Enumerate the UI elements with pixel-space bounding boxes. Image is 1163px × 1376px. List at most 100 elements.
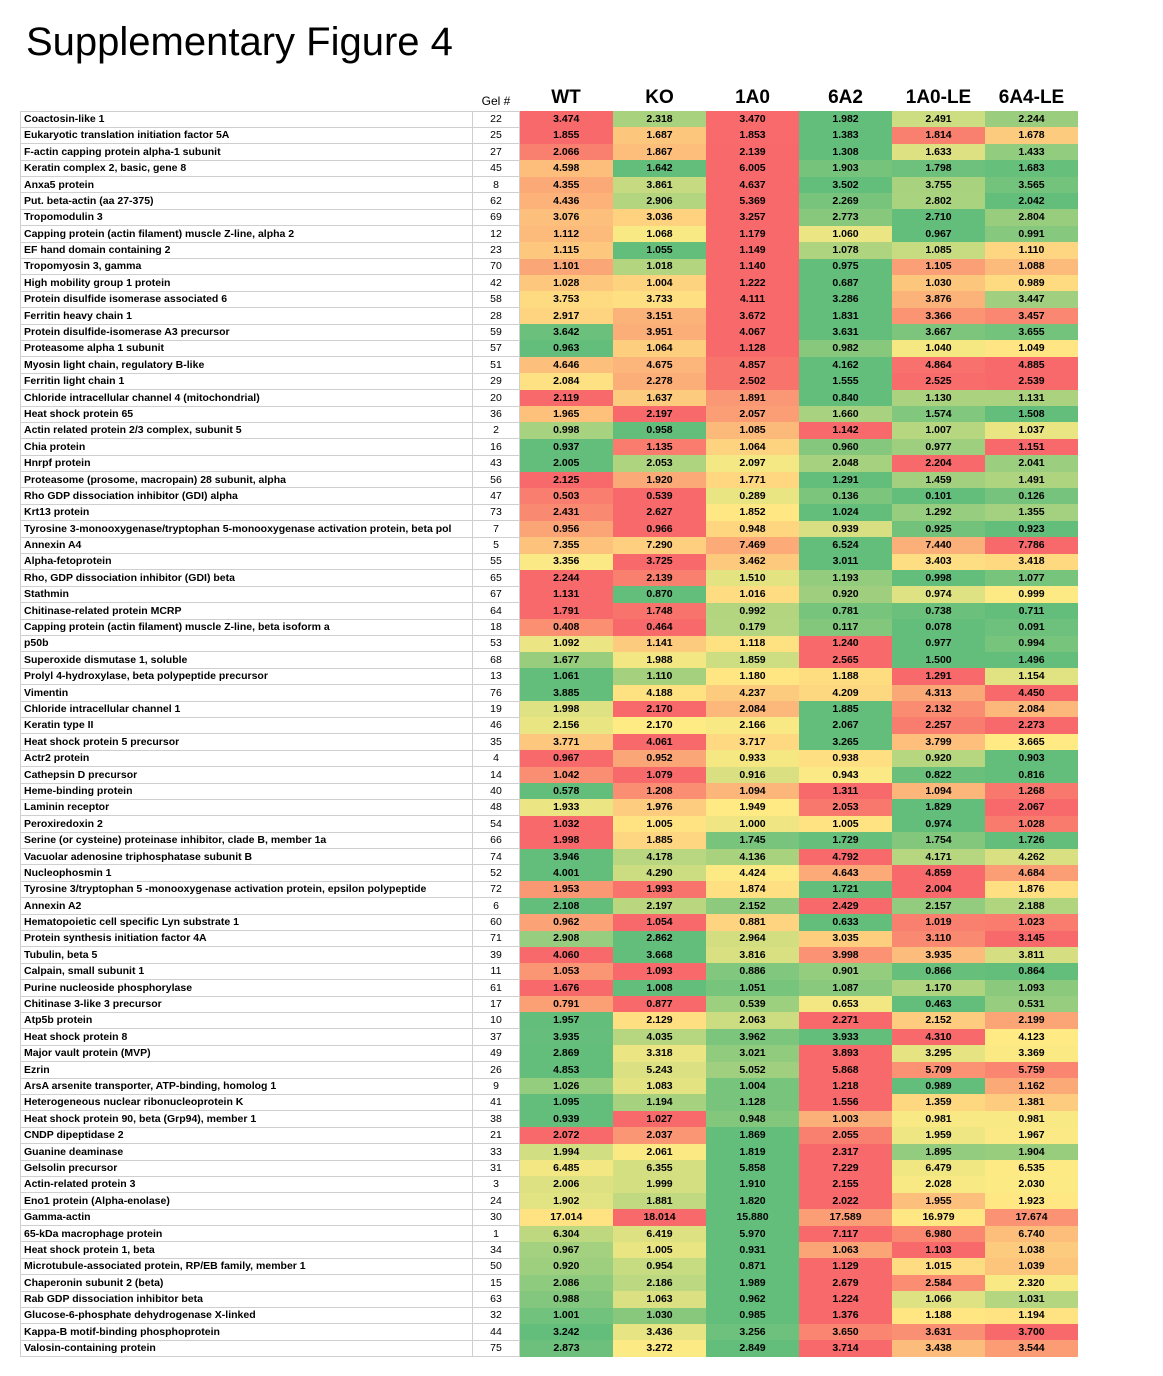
gel-number-cell: 14 — [472, 766, 520, 784]
heatmap-cell: 1.028 — [519, 274, 613, 292]
heatmap-cell: 1.381 — [985, 1094, 1078, 1111]
heatmap-cell: 0.992 — [706, 602, 799, 620]
heatmap-cell: 5.052 — [706, 1061, 799, 1079]
heatmap-cell: 1.037 — [985, 422, 1078, 439]
protein-name-cell: Actin related protein 2/3 complex, subun… — [20, 421, 473, 440]
protein-name-cell: Chloride intracellular channel 1 — [20, 700, 473, 718]
gel-number-cell: 61 — [472, 979, 520, 997]
heatmap-cell: 1.068 — [613, 225, 706, 243]
table-row: Eukaryotic translation initiation factor… — [20, 126, 1078, 145]
heatmap-cell: 1.093 — [985, 979, 1078, 997]
heatmap-cell: 1.131 — [519, 586, 613, 603]
table-row: Nucleophosmin 1 52 4.001 4.290 4.424 4.643 4.8… — [20, 864, 1078, 882]
heatmap-cell: 1.135 — [613, 438, 706, 456]
heatmap-cell: 0.578 — [519, 783, 613, 800]
protein-name-cell: Capping protein (actin filament) muscle … — [20, 618, 473, 637]
table-row: Hnrpf protein 43 2.005 2.053 2.097 2.048 2.204… — [20, 454, 1078, 473]
gel-number-cell: 56 — [472, 471, 520, 489]
protein-name-cell: Atp5b protein — [20, 1011, 473, 1030]
heatmap-cell: 0.791 — [519, 996, 613, 1013]
heatmap-cell: 0.988 — [519, 1291, 613, 1308]
heatmap-cell: 2.491 — [892, 111, 985, 128]
heatmap-cell: 1.162 — [985, 1078, 1078, 1095]
gel-number-cell: 41 — [472, 1093, 520, 1112]
heatmap-cell: 2.132 — [892, 701, 985, 718]
heatmap-cell: 2.156 — [519, 717, 613, 734]
heatmap-cell: 1.853 — [706, 127, 799, 144]
heatmap-cell: 1.115 — [519, 242, 613, 259]
heatmap-cell: 2.862 — [613, 930, 706, 947]
heatmap-cell: 2.005 — [519, 455, 613, 472]
column-header-ko: KO — [645, 87, 674, 108]
heatmap-cell: 3.700 — [985, 1323, 1078, 1341]
heatmap-cell: 0.816 — [985, 766, 1078, 784]
heatmap-cell: 7.117 — [799, 1225, 892, 1242]
protein-name-cell: Kappa-B motif-binding phosphoprotein — [20, 1323, 473, 1341]
heatmap-cell: 2.157 — [892, 897, 985, 915]
heatmap-cell: 4.237 — [706, 684, 799, 702]
heatmap-cell: 1.087 — [799, 979, 892, 997]
heatmap-cell: 1.994 — [519, 1143, 613, 1160]
table-row: Purine nucleoside phosphorylase 61 1.676 1.… — [20, 979, 1078, 997]
gel-number-cell: 74 — [472, 848, 520, 866]
heatmap-cell: 1.949 — [706, 799, 799, 816]
heatmap-cell: 3.035 — [799, 930, 892, 947]
heatmap-cell: 1.118 — [706, 635, 799, 652]
heatmap-cell: 2.204 — [892, 455, 985, 472]
heatmap-cell: 1.094 — [706, 783, 799, 800]
protein-name-cell: ArsA arsenite transporter, ATP-binding, … — [20, 1077, 473, 1095]
protein-name-cell: Guanine deaminase — [20, 1143, 473, 1161]
heatmap-cell: 3.714 — [799, 1340, 892, 1357]
heatmap-cell: 2.273 — [985, 717, 1078, 734]
protein-name-cell: Vacuolar adenosine triphosphatase subuni… — [20, 848, 473, 866]
heatmap-cell: 1.005 — [613, 1241, 706, 1259]
heatmap-cell: 3.110 — [892, 930, 985, 947]
heatmap-cell: 4.310 — [892, 1028, 985, 1046]
table-row: Alpha-fetoprotein 55 3.356 3.725 3.462 3.011 3… — [20, 553, 1078, 571]
protein-name-cell: Prolyl 4-hydroxylase, beta polypeptide p… — [20, 667, 473, 686]
heatmap-cell: 1.030 — [892, 274, 985, 292]
heatmap-cell: 3.771 — [519, 733, 613, 751]
heatmap-cell: 4.355 — [519, 176, 613, 193]
protein-name-cell: Cathepsin D precursor — [20, 766, 473, 784]
heatmap-cell: 3.876 — [892, 291, 985, 308]
heatmap-cell: 1.729 — [799, 832, 892, 849]
heatmap-cell: 3.672 — [706, 307, 799, 325]
table-row: Put. beta-actin (aa 27-375) 62 4.436 2.906 5… — [20, 192, 1078, 210]
heatmap-cell: 1.555 — [799, 373, 892, 390]
heatmap-cell: 1.687 — [613, 127, 706, 144]
heatmap-cell: 1.500 — [892, 651, 985, 669]
protein-name-cell: Capping protein (actin filament) muscle … — [20, 225, 473, 243]
table-body: Coactosin-like 1 22 3.474 2.318 3.470 1.982 2.… — [20, 110, 1078, 1358]
protein-name-cell: Heme-binding protein — [20, 782, 473, 800]
heatmap-cell: 2.129 — [613, 1012, 706, 1029]
heatmap-cell: 2.318 — [613, 111, 706, 128]
column-header-1a0: 1A0 — [735, 87, 770, 108]
heatmap-cell: 1.061 — [519, 668, 613, 685]
heatmap-cell: 0.840 — [799, 389, 892, 407]
table-row: Cathepsin D precursor 14 1.042 1.079 0.916 0.… — [20, 766, 1078, 784]
protein-name-cell: Stathmin — [20, 585, 473, 604]
protein-name-cell: Heat shock protein 65 — [20, 405, 473, 423]
heatmap-cell: 1.083 — [613, 1078, 706, 1095]
heatmap-cell: 1.154 — [985, 668, 1078, 685]
protein-name-cell: Myosin light chain, regulatory B-like — [20, 356, 473, 374]
heatmap-cell: 1.903 — [799, 160, 892, 177]
heatmap-cell: 0.991 — [985, 225, 1078, 243]
gel-number-cell: 67 — [472, 585, 520, 604]
table-row: Tyrosine 3/tryptophan 5 -monooxygenase a… — [20, 880, 1078, 899]
heatmap-cell: 3.753 — [519, 291, 613, 308]
heatmap-cell: 1.771 — [706, 471, 799, 488]
table-row: Annexin A2 6 2.108 2.197 2.152 2.429 2.157 2.18… — [20, 897, 1078, 915]
heatmap-cell: 7.290 — [613, 537, 706, 554]
gel-number-cell: 62 — [472, 192, 520, 210]
gel-number-cell: 51 — [472, 356, 520, 374]
table-row: ArsA arsenite transporter, ATP-binding, … — [20, 1077, 1078, 1095]
heatmap-cell: 3.544 — [985, 1340, 1078, 1357]
heatmap-cell: 1.063 — [799, 1241, 892, 1259]
heatmap-cell: 2.022 — [799, 1192, 892, 1210]
heatmap-cell: 1.891 — [706, 389, 799, 407]
heatmap-cell: 0.539 — [613, 487, 706, 505]
table-row: Stathmin 67 1.131 0.870 1.016 0.920 0.974 0.999 — [20, 585, 1078, 604]
gel-number-cell: 72 — [472, 880, 520, 899]
